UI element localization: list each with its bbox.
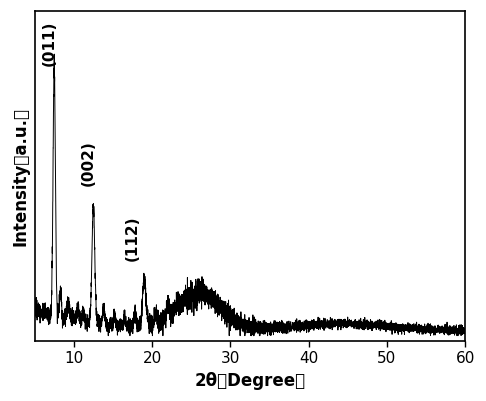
Text: (112): (112)	[125, 215, 140, 261]
Y-axis label: Intensity（a.u.）: Intensity（a.u.）	[11, 107, 29, 245]
Text: (011): (011)	[41, 20, 56, 66]
Text: (002): (002)	[80, 140, 95, 186]
X-axis label: 2θ（Degree）: 2θ（Degree）	[194, 372, 306, 390]
